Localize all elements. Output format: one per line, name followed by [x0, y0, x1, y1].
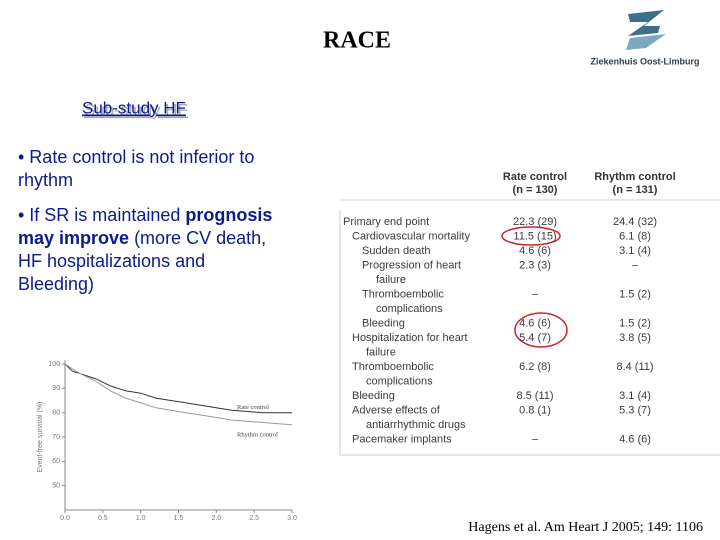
x-tick-label: 2.5 — [249, 515, 259, 522]
table-cell: 6.2 (8) — [519, 361, 551, 373]
text-run: prognosis — [185, 205, 272, 225]
row-label: Bleeding — [362, 317, 405, 329]
table-cell: 3.1 (4) — [619, 390, 651, 402]
subtitle: Sub-study HF — [82, 98, 186, 117]
y-tick-label: 90 — [52, 385, 60, 392]
row-label: Primary end point — [343, 216, 429, 228]
row-label: complications — [376, 303, 443, 315]
table-cell: 5.4 (7) — [519, 332, 551, 344]
text-run: may improve — [18, 228, 129, 248]
table-cell: 4.6 (6) — [519, 317, 551, 329]
highlights — [501, 226, 568, 348]
x-tick-label: 0.5 — [98, 515, 108, 522]
y-tick-label: 50 — [52, 483, 60, 490]
curve-label: Rate control — [237, 404, 269, 411]
table-cell: 1.5 (2) — [619, 288, 651, 300]
bullet-line: rhythm — [18, 170, 73, 190]
table-header: Rate control — [503, 171, 567, 183]
table-cell: 0.8 (1) — [519, 404, 551, 416]
table-cell: 1.5 (2) — [619, 317, 651, 329]
x-tick-label: 0.0 — [60, 515, 70, 522]
table-cell: – — [532, 288, 539, 300]
curve-label: Rhythm control — [237, 431, 278, 438]
y-axis-label: Event-free survival (%) — [37, 402, 44, 473]
row-label: Sudden death — [362, 245, 431, 257]
row-label: Thromboembolic — [362, 288, 444, 300]
x-tick-label: 1.5 — [174, 515, 184, 522]
slide-title: RACE — [323, 28, 391, 54]
x-tick-label: 3.0 — [287, 515, 297, 522]
table-cell: 6.1 (8) — [619, 230, 651, 242]
bullet-line: may improve (more CV death, — [18, 228, 266, 248]
survival-curve — [64, 363, 292, 414]
table-cell: – — [532, 433, 539, 445]
bullet-line: • Rate control is not inferior to — [18, 147, 254, 167]
bullet-line: • If SR is maintained prognosis — [18, 205, 272, 225]
table-frame — [339, 199, 720, 456]
table-cell: 8.5 (11) — [516, 390, 553, 402]
table-cell: 5.3 (7) — [619, 404, 651, 416]
text-run: • Rate control is not inferior to — [18, 147, 254, 167]
row-label: failure — [366, 346, 396, 358]
y-tick-label: 80 — [52, 410, 60, 417]
text-run: rhythm — [18, 170, 73, 190]
y-tick-label: 60 — [52, 458, 60, 465]
table-cell: 3.8 (5) — [619, 332, 651, 344]
y-tick-label: 100 — [48, 361, 60, 368]
table-header: (n = 131) — [613, 184, 658, 196]
table-cell: 4.6 (6) — [519, 245, 551, 257]
table-cell: 2.3 (3) — [519, 259, 551, 271]
table-header: (n = 130) — [513, 184, 558, 196]
text-run: • If SR is maintained — [18, 205, 185, 225]
x-tick-label: 1.0 — [136, 515, 146, 522]
table-cell: 3.1 (4) — [619, 245, 651, 257]
row-label: Adverse effects of — [352, 404, 441, 416]
text-run: (more CV death, — [129, 228, 266, 248]
text-run: HF hospitalizations and — [18, 251, 205, 271]
table-cell: 24.4 (32) — [613, 216, 657, 228]
row-label: failure — [376, 274, 406, 286]
table-cell: 22.3 (29) — [513, 216, 557, 228]
row-label: antiarrhythmic drugs — [366, 419, 466, 431]
table-header: Rhythm control — [594, 171, 675, 183]
row-label: Progression of heart — [362, 259, 461, 271]
y-tick-label: 70 — [52, 434, 60, 441]
row-label: Thromboembolic — [352, 361, 434, 373]
row-label: complications — [366, 375, 433, 387]
row-label: Cardiovascular mortality — [352, 230, 470, 242]
row-label: Hospitalization for heart — [352, 332, 468, 344]
table-cell: 8.4 (11) — [616, 361, 653, 373]
row-label: Pacemaker implants — [352, 433, 452, 445]
bullet-line: Bleeding) — [18, 274, 94, 294]
table-cell: – — [632, 259, 639, 271]
text-run: Bleeding) — [18, 274, 94, 294]
table-cell: 11.5 (15) — [513, 230, 556, 242]
logo-text: Ziekenhuis Oost-Limburg — [590, 56, 699, 66]
x-tick-label: 2.0 — [211, 515, 221, 522]
survival-curve — [64, 363, 293, 426]
subtitle-shadow: Sub-study HF — [84, 100, 188, 119]
table-cell: 4.6 (6) — [619, 433, 651, 445]
citation: Hagens et al. Am Heart J 2005; 149: 1106 — [468, 520, 703, 535]
bullet-line: HF hospitalizations and — [18, 251, 205, 271]
logo-icon — [626, 10, 666, 50]
row-label: Bleeding — [352, 390, 395, 402]
